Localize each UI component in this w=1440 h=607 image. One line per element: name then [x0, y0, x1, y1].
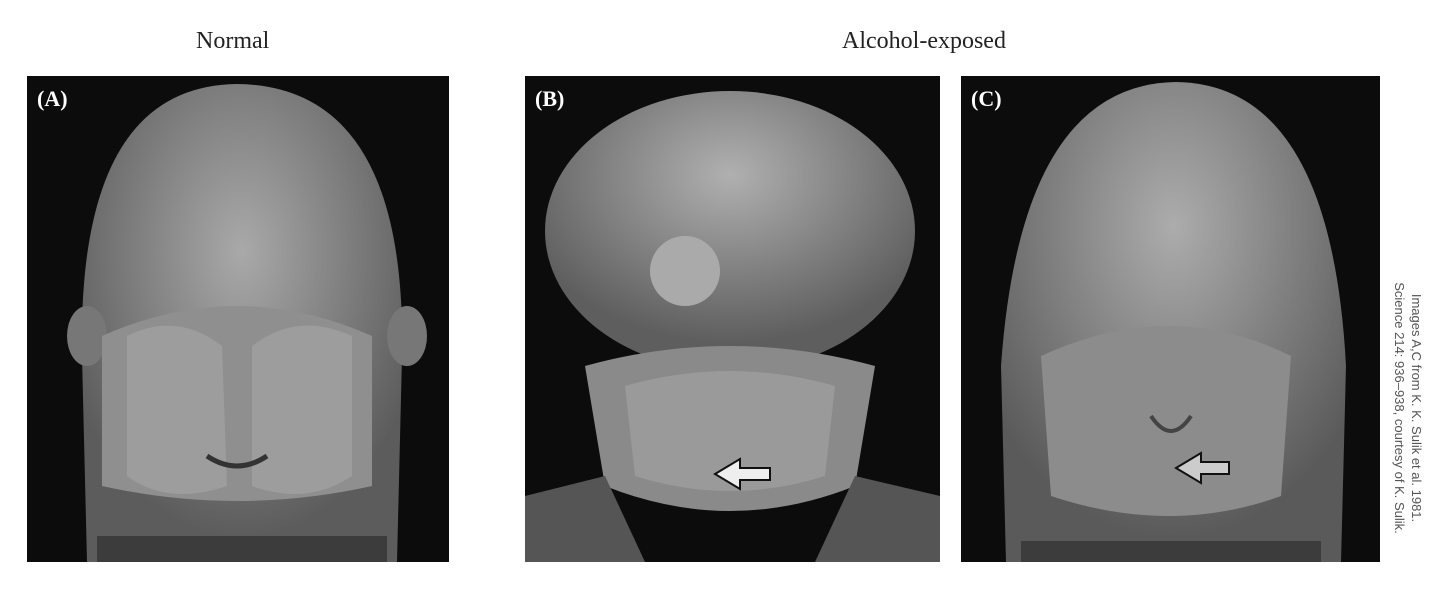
panel-c-alcohol-exposed-embryo-image: (C)	[961, 76, 1380, 562]
arrow-icon	[1174, 451, 1230, 485]
embryo-face-normal	[67, 84, 427, 562]
credit-line-2: Science 214: 936–938, courtesy of K. Sul…	[1392, 282, 1407, 534]
panel-b-alcohol-exposed-embryo-image: (B)	[525, 76, 940, 562]
heading-normal: Normal	[196, 28, 270, 54]
credit-line-1: Images A,C from K. K. Sulik et al. 1981.	[1409, 293, 1424, 523]
embryo-face-alcohol-exposed-b	[525, 91, 940, 562]
panel-label-c: (C)	[971, 86, 1002, 111]
heading-alcohol-exposed: Alcohol-exposed	[842, 28, 1006, 54]
image-credit: Images A,C from K. K. Sulik et al. 1981.…	[1391, 282, 1425, 534]
panel-label-a: (A)	[37, 86, 68, 111]
embryo-face-alcohol-exposed-c	[1001, 82, 1346, 562]
panel-label-b: (B)	[535, 86, 565, 111]
panel-a-normal-embryo-image: (A)	[27, 76, 449, 562]
arrow-icon	[713, 457, 771, 491]
